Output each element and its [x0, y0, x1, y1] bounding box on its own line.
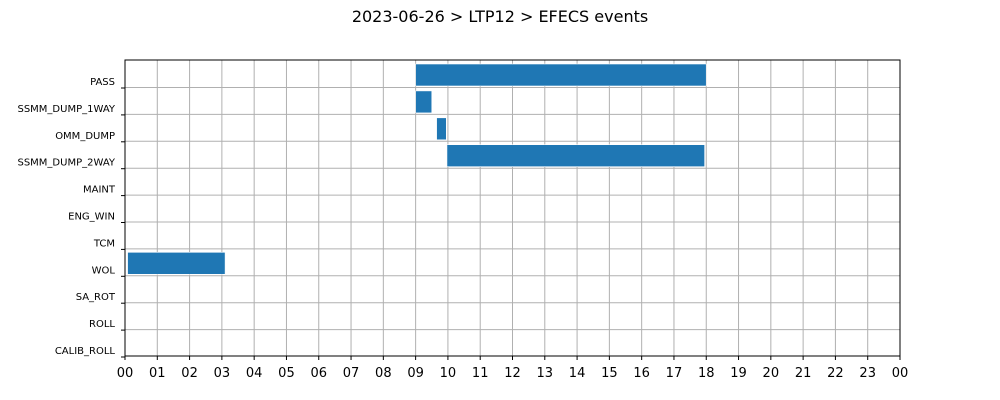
y-tick-label: SSMM_DUMP_1WAY [17, 104, 115, 115]
x-tick-label: 14 [569, 366, 586, 381]
x-tick-label: 00 [117, 366, 134, 381]
y-tick-label: ENG_WIN [68, 212, 115, 223]
x-tick-label: 05 [278, 366, 295, 381]
grid-layer [124, 60, 901, 356]
y-tick-label: ROLL [89, 319, 115, 330]
y-tick-label: SSMM_DUMP_2WAY [17, 158, 115, 169]
x-tick-label: 07 [343, 366, 360, 381]
x-tick-label: 16 [633, 366, 650, 381]
x-tick-label: 12 [504, 366, 521, 381]
x-tick-label: 03 [214, 366, 231, 381]
x-tick-label: 08 [375, 366, 392, 381]
x-tick-label: 06 [310, 366, 327, 381]
x-tick-label: 19 [730, 366, 747, 381]
event-bar-wol [127, 252, 226, 275]
x-tick-label: 20 [763, 366, 780, 381]
x-tick-label: 18 [698, 366, 715, 381]
event-bar-ssmm-dump-1way [415, 90, 433, 114]
x-tick-label: 02 [181, 366, 198, 381]
x-axis: 00 01 02 03 04 05 06 07 08 09 10 11 12 13 14 15 16 17 18 19… [117, 356, 909, 381]
x-tick-label: 22 [827, 366, 844, 381]
x-tick-label: 11 [472, 366, 489, 381]
plot-frame [124, 59, 901, 357]
y-tick-label: MAINT [83, 185, 116, 196]
event-bar-omm-dump [436, 117, 447, 141]
y-tick-label: OMM_DUMP [55, 131, 115, 142]
x-tick-label: 04 [246, 366, 263, 381]
x-tick-label: 15 [601, 366, 618, 381]
x-tick-label: 23 [859, 366, 876, 381]
y-tick-label: SA_ROT [76, 292, 116, 303]
x-tick-label: 01 [149, 366, 166, 381]
y-tick-label: CALIB_ROLL [55, 346, 116, 357]
x-tick-label: 00 [892, 366, 909, 381]
x-tick-label: 21 [795, 366, 812, 381]
event-bar-pass [415, 63, 707, 87]
bars-layer [127, 63, 707, 275]
x-tick-label: 13 [537, 366, 554, 381]
event-bar-ssmm-dump-2way [446, 144, 705, 167]
y-tick-label: TCM [93, 238, 115, 249]
x-tick-label: 09 [407, 366, 424, 381]
y-tick-label: WOL [92, 265, 116, 276]
y-axis: PASS SSMM_DUMP_1WAY OMM_DUMP SSMM_DUMP_2WAY… [17, 77, 125, 358]
x-tick-label: 17 [666, 366, 683, 381]
chart-title: 2023-06-26 > LTP12 > EFECS events [352, 7, 648, 26]
y-tick-label: PASS [90, 77, 115, 88]
x-tick-label: 10 [440, 366, 457, 381]
